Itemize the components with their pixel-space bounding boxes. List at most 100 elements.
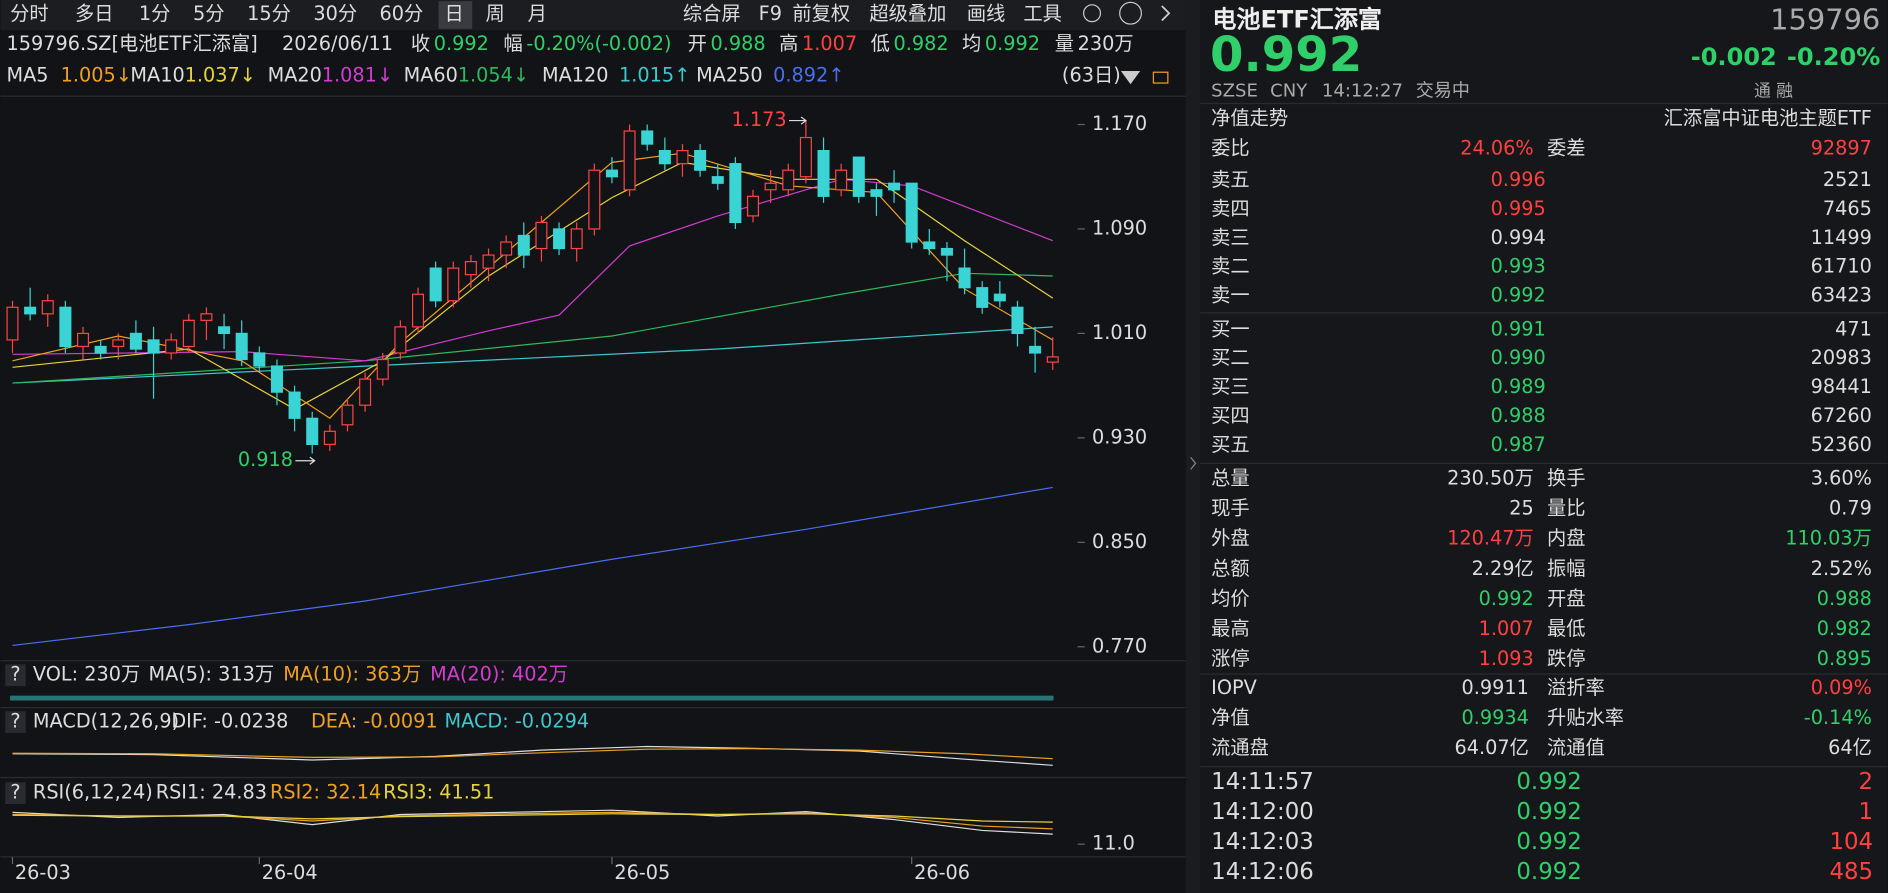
indicator-label: RSI(6,12,24) [33,781,153,804]
period-tab[interactable]: 5分 [193,2,225,25]
fund-code: 159796 [1770,3,1880,37]
toolbar-bg [0,0,1186,31]
period-tab[interactable]: 周 [485,2,504,25]
period-tab[interactable]: 多日 [75,2,114,25]
period-tab[interactable]: 60分 [380,2,424,25]
help-button[interactable]: ? [10,710,20,733]
field-label: 总量 [1211,466,1250,489]
period-tab[interactable]: 日 [445,2,464,25]
y-tick-label: 1.090 [1092,216,1147,239]
settings-icon[interactable] [1083,4,1102,23]
period-tab[interactable]: 月 [528,2,547,25]
period-tab[interactable]: 15分 [247,2,291,25]
book-label: 买五 [1211,433,1250,456]
range-label[interactable]: (63日) [1062,63,1121,86]
change: -0.002 [1691,43,1777,71]
field-label: 振幅 [1547,557,1585,580]
indicator-line [12,745,1053,766]
book-volume: 67260 [1811,404,1872,427]
help-box [5,782,26,804]
indicator-label: RSI2: 32.14 [270,781,381,804]
field-value: 24.06% [1460,137,1533,160]
book-price: 0.990 [1491,346,1546,369]
help-button[interactable]: ? [10,781,20,804]
field-label: 均价 [1211,587,1250,610]
tick-volume: 1 [1859,799,1874,825]
x-tick-label: 26-04 [262,861,318,884]
indicator-line [12,748,1053,760]
tick-time: 14:12:00 [1211,799,1314,825]
book-label: 卖一 [1211,284,1250,307]
y-tick-label: 0.930 [1092,425,1147,448]
indicator-label: MACD(12,26,9) [33,710,179,733]
field-value: 2.52% [1811,557,1872,580]
info-value: 0.988 [711,32,766,55]
field-label: IOPV [1211,676,1257,699]
tool-button[interactable]: 超级叠加 [869,2,946,25]
ma-line [12,272,1053,384]
y-tick-label: 1.010 [1092,321,1147,344]
period-tab[interactable]: 分时 [10,2,49,25]
candle-body [500,241,513,256]
book-price: 0.996 [1491,168,1546,191]
candle-body [464,260,477,276]
field-value: 0.982 [1817,617,1872,640]
candle-body [147,339,160,354]
candle-body [535,221,548,250]
field-value: 25 [1509,497,1534,520]
candle-body [129,332,142,350]
period-tab[interactable]: 1分 [139,2,171,25]
book-label: 买四 [1211,404,1250,427]
help-button[interactable]: ? [10,663,20,686]
field-value: 0.9911 [1462,676,1529,699]
next-icon[interactable] [1161,5,1171,22]
candle-body [817,150,830,197]
field-value: 92897 [1811,137,1872,160]
period-tab[interactable]: 30分 [313,2,357,25]
candle-body [517,234,530,256]
candle-body [76,332,90,348]
candle-body [235,332,248,361]
max-label: 1.173 [732,108,787,131]
info-value: 0.982 [893,32,948,55]
dropdown-icon[interactable] [1120,71,1141,85]
field-value: 0.895 [1817,647,1872,670]
book-label: 买一 [1211,317,1250,340]
candle-body [306,417,319,445]
last-price: 0.992 [1210,27,1362,83]
tool-button[interactable]: 画线 [967,2,1006,25]
ma-legend-name: MA5 [6,63,48,86]
book-price: 0.991 [1491,317,1546,340]
indicator-label: MA(10): 363万 [283,663,421,686]
book-volume: 98441 [1811,375,1872,398]
field-value: 64.07亿 [1455,736,1529,759]
candle-body [553,228,566,250]
candle-body [888,182,901,191]
field-label: 内盘 [1547,527,1585,550]
tool-button[interactable]: 工具 [1023,2,1062,25]
info-label: 幅 [504,32,523,55]
lock-icon[interactable] [1152,71,1169,84]
tool-button[interactable]: 综合屏 [683,2,741,25]
y-tick-label: 11.0 [1092,832,1135,855]
info-label: 量 [1055,32,1074,55]
tick-time: 14:12:06 [1211,859,1314,885]
candle-body [570,228,583,250]
candle-body [253,352,266,367]
collapse-icon[interactable] [1190,456,1197,470]
book-volume: 20983 [1811,346,1872,369]
tool-button[interactable]: F9 [759,2,782,25]
field-label: 换手 [1547,466,1585,489]
field-label: 现手 [1211,497,1250,520]
field-value: 0.79 [1829,497,1872,520]
y-tick-label: 0.850 [1092,530,1147,553]
candle-body [870,189,883,197]
candle-body [59,306,72,348]
annotation-arrow [295,456,316,465]
tick-price: 0.992 [1516,829,1581,855]
help-icon[interactable] [1119,1,1142,25]
tick-price: 0.992 [1516,859,1581,885]
x-tick-label: 26-05 [614,861,670,884]
tool-button[interactable]: 前复权 [792,2,850,25]
info-label: 收 [411,32,430,55]
